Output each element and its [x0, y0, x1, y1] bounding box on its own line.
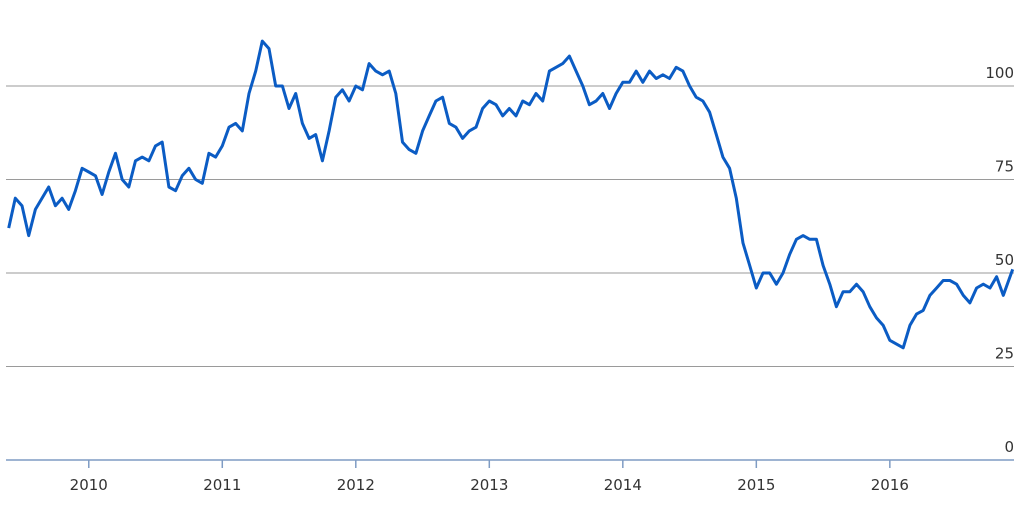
y-tick-label: 50: [995, 251, 1014, 269]
x-tick-label: 2011: [203, 476, 241, 494]
x-tick-label: 2010: [70, 476, 108, 494]
x-tick-label: 2013: [470, 476, 508, 494]
y-tick-label: 25: [995, 345, 1014, 363]
y-tick-label: 75: [995, 158, 1014, 176]
y-tick-label: 100: [985, 64, 1014, 82]
x-tick-label: 2012: [337, 476, 375, 494]
y-tick-label: 0: [1004, 438, 1014, 456]
x-tick-label: 2014: [604, 476, 642, 494]
x-tick-label: 2015: [737, 476, 775, 494]
line: [7, 39, 1015, 350]
x-tick-label: 2016: [871, 476, 909, 494]
